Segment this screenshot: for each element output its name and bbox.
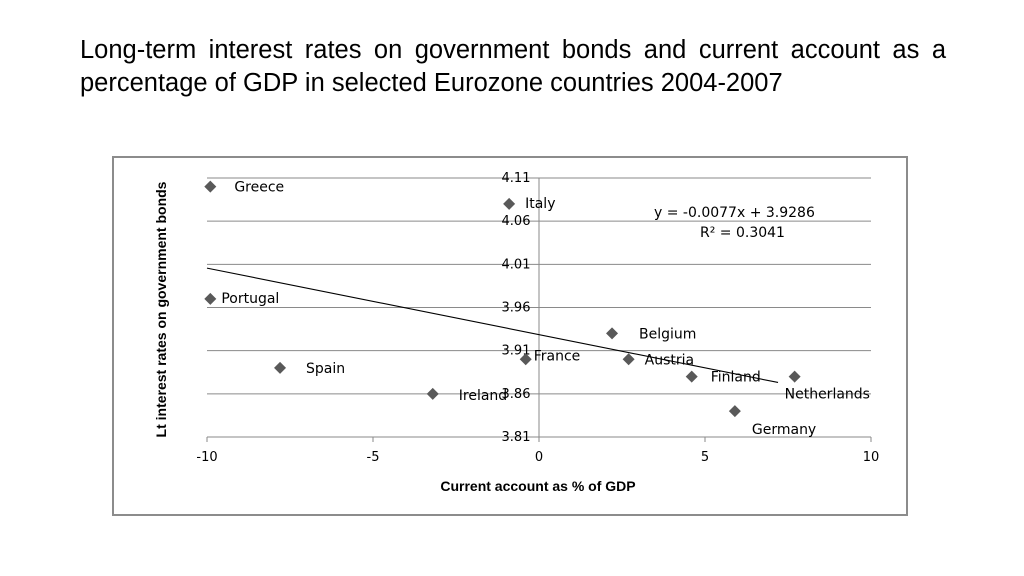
x-axis-title: Current account as % of GDP [440, 478, 635, 494]
point-label-austria: Austria [645, 352, 694, 368]
data-point-spain [274, 361, 287, 374]
y-axis-title: Lt interest rates on government bonds [153, 181, 169, 437]
data-point-ireland [426, 387, 439, 400]
x-tick-label: -5 [367, 450, 380, 465]
data-point-austria [622, 353, 635, 366]
data-point-portugal [204, 292, 217, 305]
y-tick-label: 3.96 [502, 301, 531, 316]
data-point-greece [204, 180, 217, 193]
point-label-finland: Finland [711, 370, 761, 386]
data-point-belgium [606, 327, 619, 340]
data-point-germany [728, 405, 741, 418]
data-point-italy [503, 197, 516, 210]
x-tick-label: 5 [701, 450, 709, 465]
point-label-greece: Greece [234, 180, 284, 196]
x-tick-label: -10 [196, 450, 217, 465]
y-tick-label: 3.81 [502, 430, 531, 445]
trend-line [206, 267, 779, 384]
point-label-france: France [534, 348, 581, 364]
point-label-spain: Spain [306, 361, 345, 377]
slide-title: Long-term interest rates on government b… [80, 36, 946, 97]
y-tick-label: 3.86 [502, 387, 531, 402]
data-point-netherlands [788, 370, 801, 383]
x-tick-label: 0 [535, 450, 543, 465]
point-labels-layer: Greece Italy Portugal Spain Ireland France Bel… [221, 180, 870, 438]
point-label-italy: Italy [525, 196, 555, 212]
trendline-r-squared: R² = 0.3041 [700, 225, 785, 241]
y-tick-label: 4.01 [502, 257, 531, 272]
points-layer [204, 180, 801, 418]
point-label-belgium: Belgium [639, 326, 696, 342]
y-tick-label: 3.91 [502, 344, 531, 359]
trendline-equation: y = -0.0077x + 3.9286 [654, 205, 815, 221]
point-label-germany: Germany [752, 422, 816, 438]
scatter-chart: 3.81 3.86 3.91 3.96 4.01 4.06 4.11 -10 -5 0 5 10 Gr… [153, 171, 879, 494]
x-tick-label: 10 [863, 450, 880, 465]
point-label-netherlands: Netherlands [785, 387, 870, 403]
point-label-portugal: Portugal [221, 291, 279, 307]
y-tick-label: 4.06 [502, 214, 531, 229]
y-tick-label: 4.11 [502, 171, 531, 186]
data-point-france [519, 353, 532, 366]
point-label-ireland: Ireland [459, 388, 507, 404]
axis-layer: 3.81 3.86 3.91 3.96 4.01 4.06 4.11 -10 -5 0 5 10 [196, 171, 879, 465]
data-point-finland [685, 370, 698, 383]
chart-frame: 3.81 3.86 3.91 3.96 4.01 4.06 4.11 -10 -5 0 5 10 Gr… [112, 156, 908, 516]
